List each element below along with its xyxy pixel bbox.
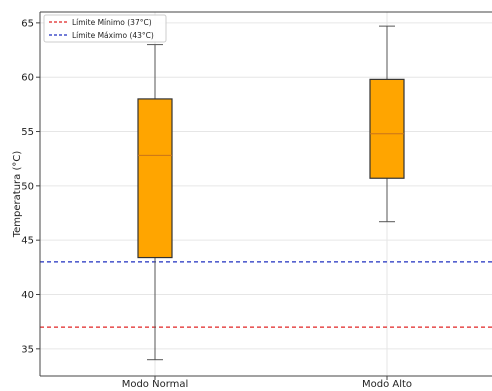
y-tick-label: 55 [21,127,34,138]
y-tick-label: 40 [21,290,34,301]
x-tick-labels: Modo Normal Modo Alto [122,376,412,390]
y-tick-label: 60 [21,73,34,84]
box-modo-normal [137,44,173,361]
legend: Límite Mínimo (37°C) Límite Máximo (43°C) [43,14,167,43]
legend-frame [43,14,167,43]
box-layer [137,25,405,361]
axis-layer [39,11,492,377]
legend-label: Límite Mínimo (37°C) [72,18,152,27]
box-iqr [137,98,173,259]
x-tick-label: Modo Alto [362,379,412,387]
grid-layer [40,12,492,376]
y-tick-label: 65 [21,18,34,29]
reference-lines [40,261,492,328]
box-modo-alto [369,25,405,223]
y-tick-labels: 35 40 45 50 55 60 65 [21,18,40,355]
legend-label: Límite Máximo (43°C) [72,31,154,40]
box-iqr [369,78,405,179]
x-tick-label: Modo Normal [122,379,189,387]
y-tick-label: 50 [21,181,34,192]
y-axis-label: Temperatura (°C) [12,151,23,239]
y-tick-label: 45 [21,236,34,247]
y-tick-label: 35 [21,344,34,355]
